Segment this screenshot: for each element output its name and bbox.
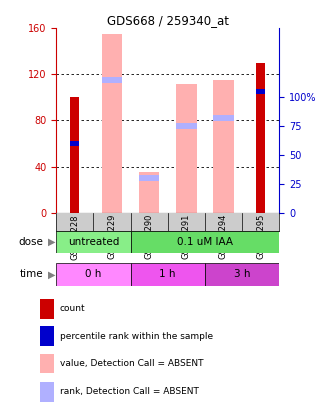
Bar xyxy=(131,263,205,286)
Text: 3 h: 3 h xyxy=(234,269,250,279)
Text: ▶: ▶ xyxy=(48,269,55,279)
Bar xyxy=(102,34,122,213)
Bar xyxy=(56,263,131,286)
Text: 0.1 uM IAA: 0.1 uM IAA xyxy=(177,237,233,247)
Bar xyxy=(256,63,265,213)
Bar xyxy=(176,83,196,213)
Text: untreated: untreated xyxy=(68,237,119,247)
Bar xyxy=(40,354,54,373)
Text: dose: dose xyxy=(19,237,43,247)
Bar xyxy=(102,77,122,83)
Bar xyxy=(213,115,234,121)
Text: rank, Detection Call = ABSENT: rank, Detection Call = ABSENT xyxy=(60,387,199,396)
Bar xyxy=(56,231,131,253)
Text: ▶: ▶ xyxy=(48,237,55,247)
Text: GSM18290: GSM18290 xyxy=(145,214,154,260)
Bar xyxy=(70,98,79,213)
Bar xyxy=(40,299,54,319)
Text: 0 h: 0 h xyxy=(85,269,101,279)
Bar xyxy=(40,326,54,346)
Bar xyxy=(70,141,79,146)
Text: GSM18294: GSM18294 xyxy=(219,214,228,260)
Text: count: count xyxy=(60,304,85,313)
Text: GSM18295: GSM18295 xyxy=(256,214,265,260)
Text: percentile rank within the sample: percentile rank within the sample xyxy=(60,332,213,341)
Bar xyxy=(131,231,279,253)
Text: GSM18291: GSM18291 xyxy=(182,214,191,260)
Bar xyxy=(40,382,54,402)
Bar xyxy=(256,90,265,94)
Bar xyxy=(176,124,196,129)
Text: time: time xyxy=(20,269,43,279)
Text: 1 h: 1 h xyxy=(160,269,176,279)
Title: GDS668 / 259340_at: GDS668 / 259340_at xyxy=(107,14,229,27)
Text: GSM18229: GSM18229 xyxy=(108,214,117,260)
Bar xyxy=(205,263,279,286)
Text: GSM18228: GSM18228 xyxy=(70,214,79,260)
Bar xyxy=(213,80,234,213)
Text: value, Detection Call = ABSENT: value, Detection Call = ABSENT xyxy=(60,359,203,368)
Bar xyxy=(139,175,159,181)
Bar xyxy=(139,172,159,213)
